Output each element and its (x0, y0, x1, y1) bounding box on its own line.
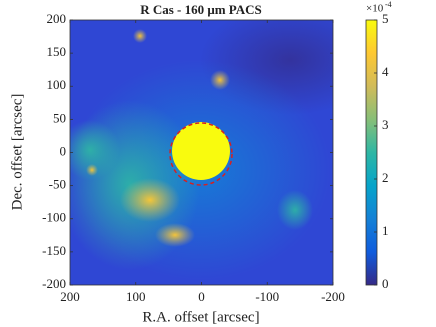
colorbar-tick-label: 3 (382, 117, 389, 132)
y-tick-label: 0 (60, 143, 67, 158)
y-tick-label: -200 (42, 276, 66, 291)
colorbar-exponent: -4 (385, 0, 392, 9)
x-tick-label: -100 (255, 289, 279, 304)
colorbar-tick-label: 5 (382, 11, 389, 26)
image (70, 20, 333, 285)
image-region (70, 120, 120, 180)
y-tick-label: -50 (49, 177, 66, 192)
y-tick-label: -100 (42, 210, 66, 225)
x-tick-label: 0 (198, 289, 205, 304)
image-region (86, 164, 98, 176)
colorbar (365, 19, 378, 286)
image-core (172, 122, 230, 180)
y-axis-label: Dec. offset [arcsec] (9, 94, 25, 211)
y-tick-label: 200 (47, 11, 67, 26)
colorbar-tick-label: 1 (382, 223, 389, 238)
x-tick-label: -200 (321, 289, 345, 304)
y-tick-label: 50 (53, 110, 66, 125)
colorbar-multiplier: ×10 (366, 3, 384, 15)
y-tick-label: -150 (42, 243, 66, 258)
image-region (133, 29, 147, 43)
y-tick-label: 100 (47, 77, 67, 92)
colorbar-tick-label: 0 (382, 276, 389, 291)
image-region (210, 70, 230, 90)
chart-title: R Cas - 160 μm PACS (140, 2, 262, 17)
image-region (120, 178, 180, 222)
colorbar-tick-label: 4 (382, 64, 389, 79)
y-tick-label: 150 (47, 44, 67, 59)
image-region (155, 223, 195, 247)
image-region (277, 190, 313, 230)
colorbar-tick-label: 2 (382, 170, 389, 185)
x-tick-label: 100 (126, 289, 146, 304)
x-axis-label: R.A. offset [arcsec] (142, 309, 259, 325)
x-tick-label: 200 (60, 289, 80, 304)
aperture-circle (169, 122, 233, 186)
